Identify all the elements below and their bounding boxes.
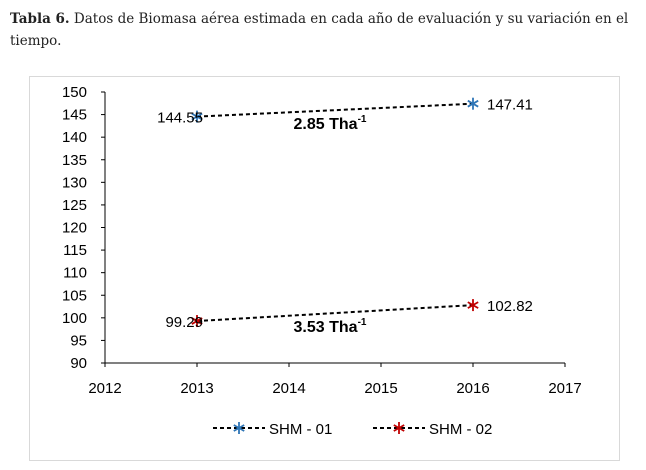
y-tick-label: 115 [63, 242, 87, 259]
caption-text: Datos de Biomasa aérea estimada en cada … [10, 11, 629, 49]
data-point-marker [467, 299, 479, 312]
variation-annotation: 2.85 Tha-1 [294, 114, 367, 133]
legend-label: SHM - 02 [429, 421, 492, 438]
x-tick-label: 2014 [272, 380, 305, 397]
data-label: 102.82 [487, 298, 533, 315]
x-tick-label: 2013 [180, 380, 213, 397]
caption-label: Tabla 6. [10, 11, 70, 27]
y-tick-label: 105 [62, 287, 87, 304]
variation-annotation: 3.53 Tha-1 [294, 317, 367, 336]
data-point-marker [467, 97, 479, 110]
chart-frame [29, 76, 620, 461]
series-line [196, 102, 474, 118]
data-label: 99.29 [165, 314, 203, 331]
data-point-marker [191, 110, 203, 123]
data-label: 144.55 [157, 110, 203, 127]
x-tick-label: 2012 [88, 380, 121, 397]
x-tick-label: 2015 [364, 380, 397, 397]
data-label: 147.41 [487, 97, 533, 114]
y-tick-label: 95 [70, 332, 87, 349]
legend-label: SHM - 01 [269, 421, 332, 438]
y-tick-label: 145 [62, 107, 87, 124]
y-tick-label: 130 [62, 174, 87, 191]
y-tick-label: 140 [62, 129, 87, 146]
y-tick-label: 125 [62, 197, 87, 214]
legend-marker [233, 422, 245, 434]
x-tick-label: 2016 [456, 380, 489, 397]
y-tick-label: 150 [62, 84, 87, 101]
y-tick-label: 100 [62, 310, 87, 327]
y-tick-label: 120 [62, 220, 87, 237]
y-tick-label: 110 [63, 265, 87, 282]
x-tick-label: 2017 [548, 380, 581, 397]
figure-caption: Tabla 6. Datos de Biomasa aérea estimada… [10, 8, 640, 52]
legend-marker [393, 422, 405, 434]
y-tick-label: 90 [70, 355, 87, 372]
y-tick-label: 135 [62, 152, 87, 169]
data-point-marker [191, 315, 203, 328]
